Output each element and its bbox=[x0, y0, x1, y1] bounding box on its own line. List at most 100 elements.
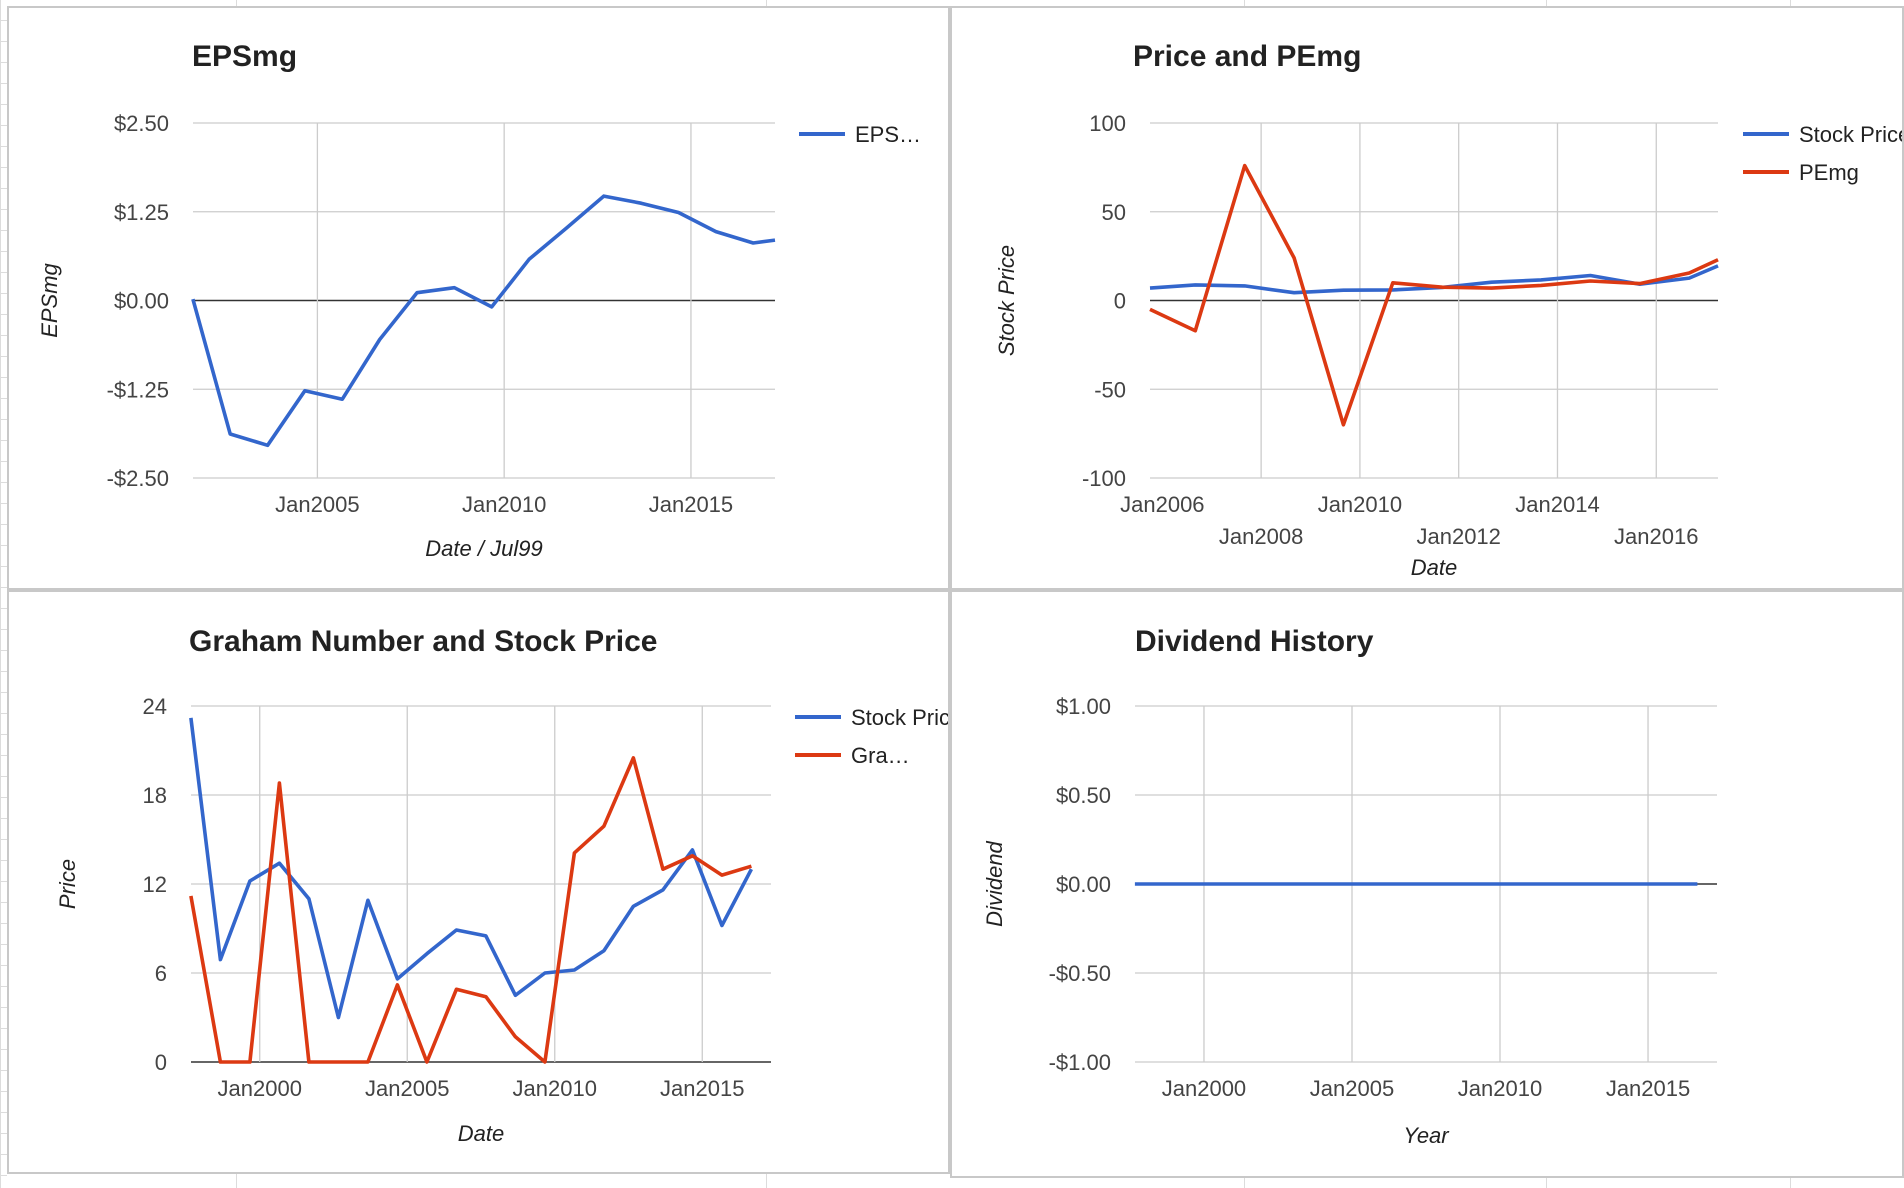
chart3-series-2-point-13[interactable] bbox=[571, 850, 577, 856]
chart1-series-1-point-1[interactable] bbox=[227, 431, 233, 437]
chart2-series-1-point-12[interactable] bbox=[1715, 263, 1721, 269]
chart3-series-2-point-8[interactable] bbox=[424, 1059, 430, 1065]
chart3-series-2-point-0[interactable] bbox=[188, 893, 194, 899]
chart4-series-1-point-1[interactable] bbox=[1694, 881, 1700, 887]
chart2-series-2-point-3[interactable] bbox=[1291, 255, 1297, 261]
chart1-series-1-point-2[interactable] bbox=[265, 442, 271, 448]
chart1-series-1-point-13[interactable] bbox=[676, 210, 682, 216]
chart3-series-1-point-7[interactable] bbox=[394, 976, 400, 982]
chart-panel-epsmg[interactable]: EPSmg $2.50 $1.25 $0.00 -$1.25 -$2.50 Jan2005 J… bbox=[7, 6, 950, 590]
chart2-series-1-point-4[interactable] bbox=[1340, 287, 1346, 293]
chart2-y-tick-label-0: 100 bbox=[1089, 111, 1126, 136]
chart1-series-1-point-9[interactable] bbox=[526, 256, 532, 262]
chart2-series-1-point-3[interactable] bbox=[1291, 290, 1297, 296]
chart3-series-1-point-8[interactable] bbox=[424, 951, 430, 957]
chart1-legend-entry-1[interactable]: EPS… bbox=[855, 122, 921, 147]
chart1-series-1-line[interactable] bbox=[191, 194, 776, 448]
chart3-series-2-point-19[interactable] bbox=[748, 863, 754, 869]
chart-panel-price-and-pemg[interactable]: Price and PEmg 100 50 0 -50 -100 Jan2006 Jan200… bbox=[950, 6, 1904, 590]
chart2-series-2-point-7[interactable] bbox=[1489, 285, 1495, 291]
chart1-series-1-point-12[interactable] bbox=[638, 200, 644, 206]
chart1-series-1-point-10[interactable] bbox=[563, 225, 569, 231]
chart2-series-2-point-5[interactable] bbox=[1390, 280, 1396, 286]
chart3-series-2-point-4[interactable] bbox=[306, 1059, 312, 1065]
chart3-series-1-point-14[interactable] bbox=[601, 948, 607, 954]
chart2-series-2-point-8[interactable] bbox=[1538, 282, 1544, 288]
chart-panel-graham-number[interactable]: Graham Number and Stock Price 24 18 12 6 0 Jan… bbox=[7, 590, 950, 1174]
chart3-series-2-point-10[interactable] bbox=[483, 994, 489, 1000]
chart3-series-1-point-5[interactable] bbox=[335, 1015, 341, 1021]
chart2-legend-entry-1[interactable]: Stock Price bbox=[1799, 122, 1902, 147]
chart1-series-1-point-6[interactable] bbox=[414, 290, 420, 296]
chart3-series-1-point-11[interactable] bbox=[512, 992, 518, 998]
chart1-series-1-point-7[interactable] bbox=[451, 285, 457, 291]
chart3-series-1-point-18[interactable] bbox=[719, 923, 725, 929]
chart2-series-1-point-0[interactable] bbox=[1147, 285, 1153, 291]
chart-panel-dividend-history[interactable]: Dividend History $1.00 $0.50 $0.00 -$0.50 -$1… bbox=[950, 590, 1904, 1178]
chart2-series-2-point-9[interactable] bbox=[1587, 278, 1593, 284]
chart3-series-2-point-7[interactable] bbox=[394, 982, 400, 988]
chart3-series-1-point-6[interactable] bbox=[365, 897, 371, 903]
chart2-series-2-point-2[interactable] bbox=[1242, 163, 1248, 169]
chart2-series-2-point-1[interactable] bbox=[1192, 328, 1198, 334]
chart1-series-1-point-11[interactable] bbox=[601, 193, 607, 199]
chart3-series-1-point-3[interactable] bbox=[276, 860, 282, 866]
chart3-series-2-point-15[interactable] bbox=[630, 755, 636, 761]
chart2-series-1-point-9[interactable] bbox=[1587, 273, 1593, 279]
chart2-legend-entry-2[interactable]: PEmg bbox=[1799, 160, 1859, 185]
chart2-series-2-point-0[interactable] bbox=[1147, 306, 1153, 312]
chart1-series-1-point-0[interactable] bbox=[190, 296, 196, 302]
chart3-legend-entry-2[interactable]: Gra… bbox=[851, 743, 910, 768]
graham-number-chart: Graham Number and Stock Price 24 18 12 6 0 Jan… bbox=[55, 625, 948, 1146]
chart3-series-1-point-2[interactable] bbox=[247, 878, 253, 884]
chart3-series-1-point-9[interactable] bbox=[453, 927, 459, 933]
chart2-series-1-point-7[interactable] bbox=[1489, 279, 1495, 285]
chart3-series-1-point-0[interactable] bbox=[188, 715, 194, 721]
chart1-series-1-point-15[interactable] bbox=[750, 240, 756, 246]
chart2-series-2-point-12[interactable] bbox=[1715, 257, 1721, 263]
chart3-series-2-point-9[interactable] bbox=[453, 986, 459, 992]
chart2-series-2-point-11[interactable] bbox=[1686, 270, 1692, 276]
chart3-series-1-point-10[interactable] bbox=[483, 933, 489, 939]
chart3-series-1-point-13[interactable] bbox=[571, 967, 577, 973]
chart2-series-2-line[interactable] bbox=[1149, 163, 1719, 427]
chart4-y-tick-label-4: -$1.00 bbox=[1049, 1050, 1111, 1075]
chart3-series-2-point-2[interactable] bbox=[247, 1059, 253, 1065]
chart3-series-2-point-17[interactable] bbox=[689, 853, 695, 859]
chart2-series-1-point-8[interactable] bbox=[1538, 277, 1544, 283]
chart2-series-1-point-1[interactable] bbox=[1192, 282, 1198, 288]
chart1-series-1-point-3[interactable] bbox=[302, 388, 308, 394]
chart2-series-1-point-2[interactable] bbox=[1242, 283, 1248, 289]
chart3-series-2-point-18[interactable] bbox=[719, 872, 725, 878]
chart2-series-2-point-4[interactable] bbox=[1340, 422, 1346, 428]
chart3-series-2-point-14[interactable] bbox=[601, 823, 607, 829]
chart3-series-1-line[interactable] bbox=[189, 717, 753, 1020]
chart1-series-1-point-14[interactable] bbox=[713, 229, 719, 235]
chart1-series-1-point-8[interactable] bbox=[489, 304, 495, 310]
chart1-series-1-point-4[interactable] bbox=[339, 396, 345, 402]
chart4-y-tick-label-0: $1.00 bbox=[1056, 694, 1111, 719]
chart3-series-1-point-16[interactable] bbox=[660, 887, 666, 893]
chart3-series-2-point-12[interactable] bbox=[542, 1059, 548, 1065]
chart3-series-2-point-11[interactable] bbox=[512, 1034, 518, 1040]
chart2-series-2-point-10[interactable] bbox=[1637, 281, 1643, 287]
chart3-legend-entry-1[interactable]: Stock Price bbox=[851, 705, 948, 730]
chart3-series-1-point-1[interactable] bbox=[217, 957, 223, 963]
chart3-series-2-point-1[interactable] bbox=[217, 1059, 223, 1065]
chart2-series-1-line[interactable] bbox=[1149, 264, 1719, 295]
chart1-series-1-point-5[interactable] bbox=[377, 337, 383, 343]
chart2-series-2-point-6[interactable] bbox=[1439, 284, 1445, 290]
chart1-series-1-point-16[interactable] bbox=[772, 237, 778, 243]
chart3-series-1-point-4[interactable] bbox=[306, 896, 312, 902]
chart1-y-tick-label-4: -$2.50 bbox=[107, 466, 169, 491]
chart3-series-1-point-17[interactable] bbox=[689, 847, 695, 853]
chart3-series-1-point-12[interactable] bbox=[542, 970, 548, 976]
chart3-series-2-point-16[interactable] bbox=[660, 866, 666, 872]
chart3-series-2-point-3[interactable] bbox=[276, 780, 282, 786]
chart4-series-1-point-0[interactable] bbox=[1132, 881, 1138, 887]
chart3-series-1-point-15[interactable] bbox=[630, 903, 636, 909]
chart3-series-2-line[interactable] bbox=[189, 756, 752, 1064]
chart3-series-2-point-5[interactable] bbox=[335, 1059, 341, 1065]
chart3-series-2-point-6[interactable] bbox=[365, 1059, 371, 1065]
chart4-y-tick-label-3: -$0.50 bbox=[1049, 961, 1111, 986]
